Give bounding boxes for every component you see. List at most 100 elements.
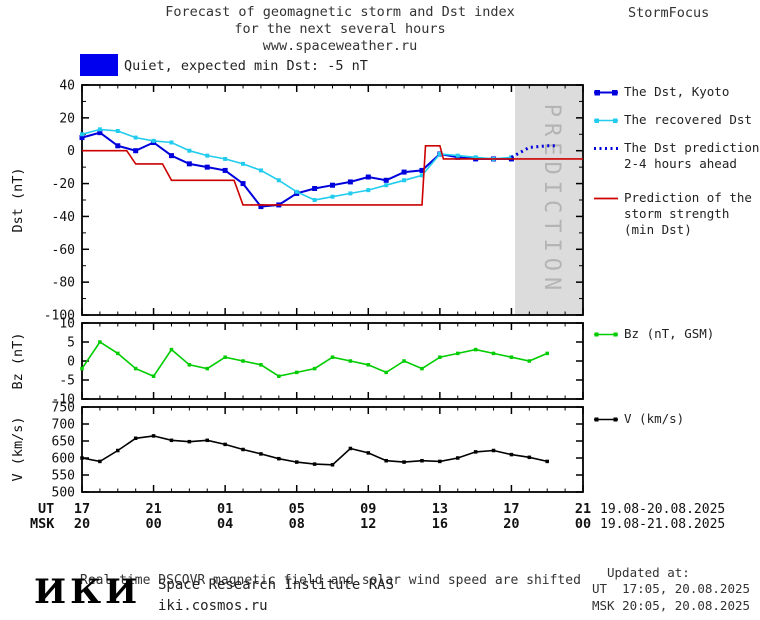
marker-the-dst-kyoto (312, 186, 318, 191)
marker-bz-nt-gsm (348, 359, 353, 363)
marker-the-dst-kyoto (204, 164, 210, 170)
prediction-band-label: PREDICTION (539, 104, 564, 296)
marker-v-km-s (116, 448, 120, 453)
marker-the-dst-kyoto (97, 130, 103, 136)
marker-the-dst-kyoto (168, 153, 174, 159)
marker-bz-nt-gsm (491, 351, 496, 356)
x-tick-label-msk: 00 (145, 516, 161, 532)
marker-the-recovered-dst (419, 173, 424, 178)
marker-bz-nt-gsm (80, 366, 84, 371)
marker-v-km-s (509, 452, 514, 457)
v-y-tick-label: 700 (52, 418, 75, 433)
title-line-2: for the next several hours (234, 21, 446, 37)
series-v-km-s (81, 435, 548, 466)
v-legend-icon (594, 417, 618, 422)
marker-the-recovered-dst (80, 132, 84, 137)
marker-the-recovered-dst (276, 178, 281, 183)
marker-v-km-s (205, 438, 209, 443)
series-prediction-of-the-storm-strength-min-dst (82, 145, 583, 206)
legend-dst-kyoto-label: The Dst, Kyoto (624, 84, 730, 99)
marker-bz-nt-gsm (133, 366, 138, 371)
marker-v-km-s (241, 447, 245, 452)
marker-v-km-s (473, 450, 478, 454)
marker-v-km-s (366, 451, 371, 455)
marker-bz-nt-gsm (241, 359, 245, 363)
updated-at-label: Updated at: (607, 565, 690, 580)
title-line-1: Forecast of geomagnetic storm and Dst in… (165, 4, 515, 20)
v-y-tick-label: 750 (52, 401, 75, 416)
x-tick-label-ut: 13 (432, 501, 448, 517)
marker-bz-nt-gsm (151, 374, 156, 378)
marker-bz-nt-gsm (330, 355, 335, 359)
bz-legend-icon (594, 332, 618, 337)
msk-row-label: MSK (30, 516, 55, 532)
x-tick-label-msk: 08 (289, 516, 305, 532)
marker-v-km-s (420, 458, 424, 463)
marker-the-dst-kyoto (401, 169, 407, 175)
marker-the-dst-kyoto (115, 143, 121, 149)
note-line-1: Real-time DSCOVR magnetic field and sola… (80, 573, 581, 588)
series-bz-nt-gsm (81, 340, 548, 378)
dst-prediction-legend-icon (594, 147, 618, 150)
bz-y-tick-label: -10 (52, 393, 75, 408)
marker-bz-nt-gsm (384, 370, 388, 375)
bz-y-tick-label: 0 (67, 355, 75, 370)
marker-bz-nt-gsm (205, 366, 209, 371)
marker-the-recovered-dst (312, 198, 317, 202)
marker-bz-nt-gsm (420, 366, 424, 371)
marker-v-km-s (402, 460, 406, 464)
marker-the-recovered-dst (187, 148, 192, 153)
legend-dst-kyoto: The Dst, Kyoto (594, 84, 729, 100)
dst-y-tick-label: 0 (67, 144, 75, 159)
marker-the-dst-kyoto (383, 177, 389, 183)
msk-date-range: 19.08-21.08.2025 (600, 517, 725, 532)
storm-level-swatch (80, 54, 118, 76)
x-tick-label-msk: 04 (217, 516, 233, 532)
v-y-tick-label: 650 (52, 435, 75, 450)
marker-v-km-s (80, 456, 84, 460)
marker-bz-nt-gsm (223, 355, 227, 359)
marker-bz-nt-gsm (545, 351, 549, 356)
institute-name: Space Research Institute RAS (158, 577, 395, 593)
dst-y-tick-label: -80 (52, 276, 75, 291)
marker-the-dst-kyoto (258, 204, 264, 210)
marker-bz-nt-gsm (312, 366, 317, 371)
marker-the-dst-kyoto (347, 179, 353, 185)
x-tick-label-ut: 09 (360, 501, 376, 517)
dst-kyoto-legend-icon (594, 90, 618, 96)
page-title: Forecast of geomagnetic storm and Dst in… (60, 4, 620, 55)
dst-y-tick-label: -40 (52, 210, 75, 225)
legend-dst-prediction: The Dst prediction 2-4 hours ahead (594, 140, 759, 172)
marker-bz-nt-gsm (169, 347, 174, 352)
storm-strength-legend-icon (594, 197, 618, 200)
x-tick-label-msk: 20 (503, 516, 519, 532)
marker-the-recovered-dst (437, 152, 442, 156)
v-y-tick-label: 600 (52, 452, 75, 467)
marker-v-km-s (151, 434, 156, 438)
x-tick-label-ut: 17 (503, 501, 519, 517)
marker-bz-nt-gsm (402, 359, 406, 363)
updated-at-ut: UT 17:05, 20.08.2025 (592, 581, 751, 596)
marker-v-km-s (259, 452, 263, 456)
marker-the-dst-kyoto (330, 182, 335, 188)
marker-the-dst-kyoto (133, 148, 139, 154)
marker-the-recovered-dst (258, 168, 263, 173)
bz-axis-label: Bz (nT) (10, 333, 26, 390)
x-tick-label-msk: 20 (74, 516, 90, 532)
marker-the-dst-kyoto (222, 167, 228, 173)
marker-v-km-s (294, 460, 299, 464)
marker-the-recovered-dst (169, 140, 174, 145)
v-y-tick-label: 500 (52, 486, 75, 501)
dst-y-tick-label: -20 (52, 177, 75, 192)
x-tick-label-ut: 05 (289, 501, 305, 517)
legend-bz: Bz (nT, GSM) (594, 326, 714, 342)
marker-v-km-s (187, 439, 192, 444)
bz-y-tick-label: 5 (67, 336, 75, 351)
propagation-note: Real-time DSCOVR magnetic field and sola… (80, 538, 581, 620)
marker-v-km-s (491, 448, 496, 453)
marker-the-recovered-dst (384, 183, 389, 188)
marker-the-dst-kyoto (79, 135, 85, 141)
v-plot-frame (81, 406, 584, 493)
